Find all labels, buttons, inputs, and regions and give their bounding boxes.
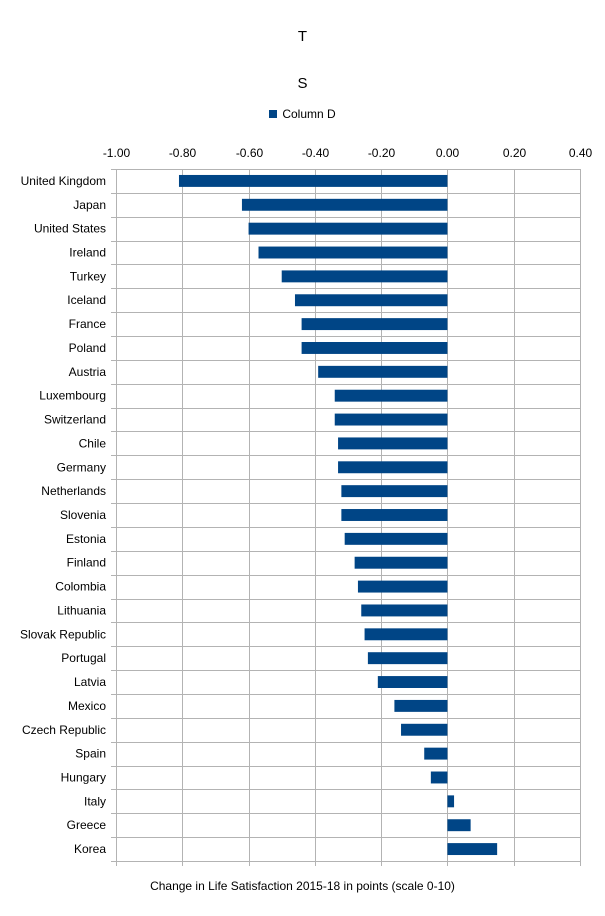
y-tick-label: United States	[34, 222, 106, 236]
bar	[365, 628, 448, 640]
y-tick-label: France	[69, 317, 107, 331]
y-tick-label: Germany	[57, 460, 106, 474]
bar	[242, 199, 447, 211]
bar	[358, 581, 447, 593]
bar	[259, 247, 448, 259]
bar	[318, 366, 447, 378]
bar	[335, 390, 448, 402]
y-tick-label: Turkey	[70, 269, 106, 283]
y-tick-label: Switzerland	[44, 413, 106, 427]
bar	[424, 748, 447, 760]
bar	[361, 604, 447, 616]
x-tick-label: -0.60	[236, 146, 264, 160]
x-tick-label: -0.40	[302, 146, 330, 160]
bar	[401, 724, 447, 736]
y-tick-label: Finland	[67, 556, 106, 570]
bar	[447, 819, 470, 831]
y-tick-label: United Kingdom	[21, 174, 106, 188]
y-tick-label: Colombia	[55, 580, 106, 594]
y-tick-label: Spain	[75, 747, 106, 761]
y-tick-label: Latvia	[74, 675, 106, 689]
y-tick-label: Lithuania	[57, 603, 106, 617]
y-tick-label: Mexico	[68, 699, 106, 713]
y-tick-label: Estonia	[66, 532, 106, 546]
bar	[338, 461, 447, 473]
bar	[338, 437, 447, 449]
bar	[335, 414, 448, 426]
y-tick-label: Portugal	[61, 651, 106, 665]
y-tick-label: Italy	[84, 794, 106, 808]
bar	[295, 294, 447, 306]
bar	[302, 342, 448, 354]
x-tick-label: -1.00	[103, 146, 131, 160]
y-tick-label: Austria	[69, 365, 107, 379]
x-tick-label: 0.00	[436, 146, 460, 160]
x-tick-label: 0.40	[569, 146, 593, 160]
x-tick-label: -0.80	[169, 146, 197, 160]
bar	[341, 509, 447, 521]
bar	[341, 485, 447, 497]
bar	[447, 795, 454, 807]
bar	[282, 270, 448, 282]
bar	[431, 772, 448, 784]
y-tick-label: Iceland	[67, 293, 106, 307]
bar	[249, 223, 448, 235]
y-tick-label: Chile	[79, 436, 107, 450]
bar	[179, 175, 447, 187]
y-tick-label: Ireland	[69, 246, 106, 260]
y-tick-label: Czech Republic	[22, 723, 106, 737]
bar	[447, 843, 497, 855]
x-axis-label: Change in Life Satisfaction 2015-18 in p…	[0, 879, 605, 893]
y-tick-label: Korea	[74, 842, 106, 856]
bar	[394, 700, 447, 712]
bar	[378, 676, 448, 688]
x-tick-label: 0.20	[503, 146, 527, 160]
y-tick-label: Slovenia	[60, 508, 106, 522]
x-tick-label: -0.20	[368, 146, 396, 160]
y-tick-label: Poland	[69, 341, 106, 355]
y-tick-label: Greece	[67, 818, 107, 832]
bar	[345, 533, 448, 545]
y-tick-label: Netherlands	[41, 484, 106, 498]
bar	[302, 318, 448, 330]
y-tick-label: Japan	[73, 198, 106, 212]
y-tick-label: Hungary	[61, 770, 106, 784]
y-tick-label: Slovak Republic	[20, 627, 106, 641]
bar	[368, 652, 448, 664]
y-tick-label: Luxembourg	[39, 389, 106, 403]
bar	[355, 557, 448, 569]
